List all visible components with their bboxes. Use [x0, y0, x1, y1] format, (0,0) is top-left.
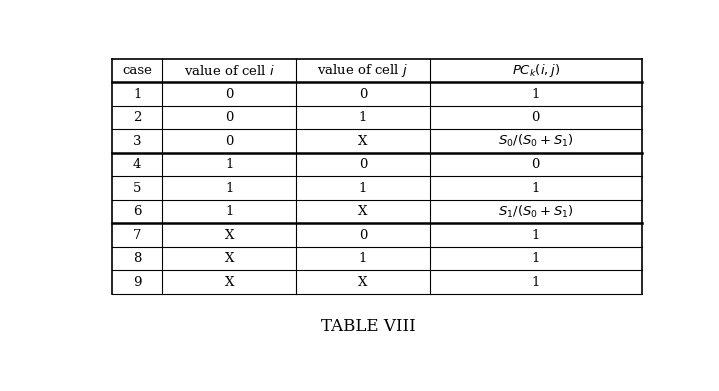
Text: X: X: [358, 276, 367, 289]
Text: 4: 4: [133, 158, 142, 171]
Text: X: X: [224, 252, 234, 265]
Text: 0: 0: [531, 158, 540, 171]
Text: 1: 1: [225, 158, 234, 171]
Text: $S_1/(S_0 + S_1)$: $S_1/(S_0 + S_1)$: [498, 204, 574, 220]
Text: 1: 1: [531, 88, 540, 101]
Text: 1: 1: [531, 229, 540, 242]
Text: 0: 0: [225, 111, 234, 124]
Text: 1: 1: [225, 182, 234, 195]
Text: 9: 9: [133, 276, 142, 289]
Text: 2: 2: [133, 111, 142, 124]
Text: 5: 5: [133, 182, 142, 195]
Text: 0: 0: [225, 135, 234, 148]
Text: 1: 1: [531, 182, 540, 195]
Text: 1: 1: [531, 252, 540, 265]
Text: 1: 1: [359, 111, 367, 124]
Text: 0: 0: [225, 88, 234, 101]
Text: $S_0/(S_0 + S_1)$: $S_0/(S_0 + S_1)$: [498, 133, 574, 149]
Text: 3: 3: [133, 135, 142, 148]
Text: case: case: [122, 64, 152, 77]
Text: 0: 0: [359, 229, 367, 242]
Text: X: X: [224, 276, 234, 289]
Text: 0: 0: [359, 158, 367, 171]
Text: 7: 7: [133, 229, 142, 242]
Text: X: X: [358, 135, 367, 148]
Text: 1: 1: [359, 182, 367, 195]
Text: 1: 1: [359, 252, 367, 265]
Text: 1: 1: [531, 276, 540, 289]
Text: 0: 0: [359, 88, 367, 101]
Text: 0: 0: [531, 111, 540, 124]
Text: value of cell $i$: value of cell $i$: [184, 64, 275, 78]
Text: 1: 1: [133, 88, 142, 101]
Text: 6: 6: [133, 205, 142, 218]
Text: $PC_k(i,j)$: $PC_k(i,j)$: [511, 62, 560, 79]
Text: value of cell $j$: value of cell $j$: [317, 62, 408, 79]
Text: 8: 8: [133, 252, 142, 265]
Text: TABLE VIII: TABLE VIII: [321, 318, 416, 335]
Text: X: X: [358, 205, 367, 218]
Text: 1: 1: [225, 205, 234, 218]
Text: X: X: [224, 229, 234, 242]
